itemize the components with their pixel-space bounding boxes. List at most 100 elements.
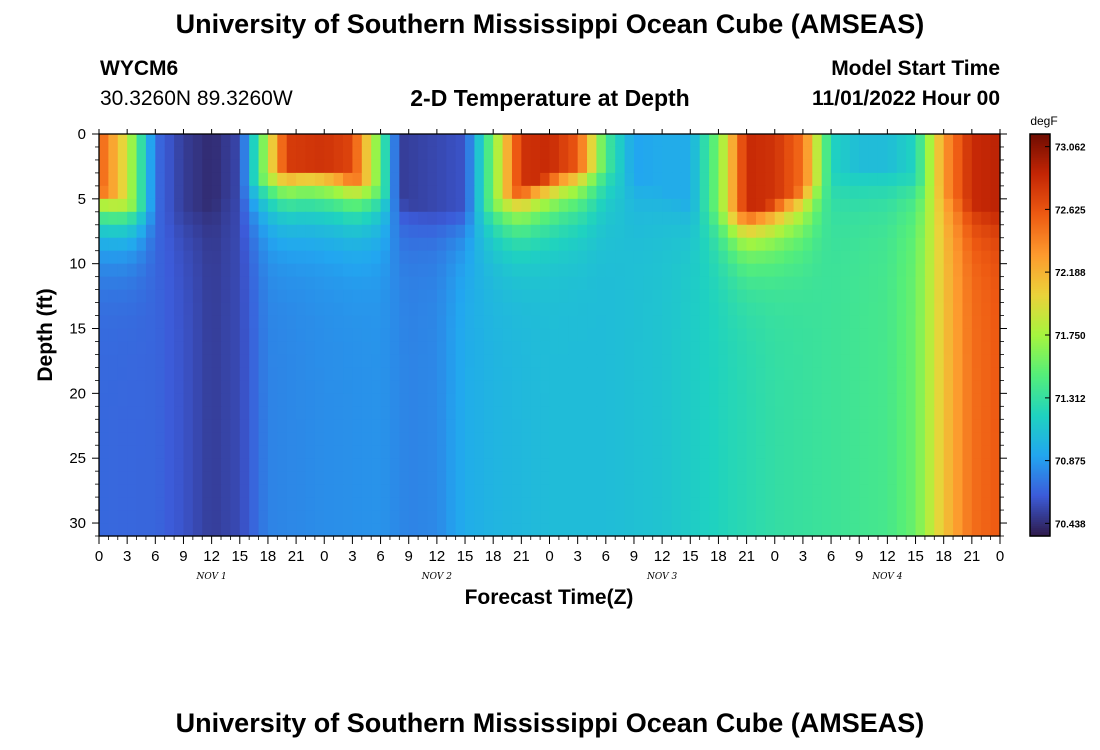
heatmap-cell [436, 328, 447, 343]
heatmap-cell [840, 224, 851, 239]
heatmap-cell [493, 185, 504, 200]
heatmap-cell [249, 146, 260, 161]
heatmap-cell [380, 172, 391, 187]
heatmap-cell [680, 250, 691, 265]
heatmap-cell [709, 523, 720, 537]
heatmap-cell [662, 224, 673, 239]
heatmap-cell [746, 289, 757, 304]
heatmap-cell [633, 263, 644, 278]
heatmap-cell [802, 341, 813, 356]
heatmap-cell [868, 510, 879, 524]
heatmap-cell [558, 211, 569, 226]
heatmap-cell [802, 237, 813, 252]
heatmap-cell [493, 458, 504, 472]
heatmap-cell [258, 211, 269, 226]
heatmap-cell [221, 198, 231, 213]
heatmap-cell [267, 146, 278, 161]
heatmap-cell [99, 289, 109, 304]
heatmap-cell [399, 458, 410, 472]
heatmap-cell [136, 419, 147, 433]
heatmap-cell [690, 419, 701, 433]
heatmap-cell [324, 380, 335, 394]
heatmap-cell [296, 419, 307, 433]
heatmap-cell [371, 419, 382, 433]
heatmap-cell [755, 224, 766, 239]
heatmap-cell [831, 367, 842, 381]
heatmap-cell [483, 289, 494, 304]
heatmap-cell [333, 523, 344, 537]
heatmap-cell [183, 159, 194, 174]
heatmap-cell [699, 237, 710, 252]
x-tick-label: 0 [996, 548, 1004, 565]
colorbar-segment [1030, 260, 1050, 264]
y-tick-label: 20 [69, 385, 86, 402]
heatmap-cell [746, 172, 757, 187]
heatmap-cell [502, 276, 513, 291]
heatmap-cell [877, 367, 888, 381]
heatmap-cell [239, 367, 250, 381]
heatmap-cell [605, 419, 616, 433]
heatmap-cell [277, 419, 288, 433]
heatmap-cell [802, 134, 813, 148]
heatmap-cell [662, 406, 673, 420]
heatmap-cell [465, 250, 476, 265]
heatmap-cell [821, 315, 832, 330]
heatmap-cell [596, 393, 607, 407]
heatmap-cell [765, 497, 776, 511]
heatmap-cell [727, 484, 738, 498]
heatmap-cell [793, 393, 804, 407]
heatmap-cell [718, 302, 729, 317]
heatmap-cell [211, 146, 222, 161]
heatmap-cell [249, 172, 260, 187]
heatmap-cell [690, 263, 701, 278]
heatmap-cell [305, 146, 316, 161]
heatmap-cell [990, 445, 1001, 459]
heatmap-cell [436, 159, 447, 174]
heatmap-cell [155, 445, 166, 459]
heatmap-cell [221, 159, 231, 174]
heatmap-cell [174, 406, 185, 420]
heatmap-cell [831, 484, 842, 498]
heatmap-cell [408, 224, 419, 239]
heatmap-cell [117, 484, 128, 498]
heatmap-cell [831, 134, 842, 148]
heatmap-cell [333, 172, 344, 187]
heatmap-cell [615, 458, 626, 472]
heatmap-cell [521, 185, 532, 200]
colorbar-segment [1030, 357, 1050, 360]
heatmap-cell [727, 263, 738, 278]
colorbar-segment [1030, 256, 1050, 260]
heatmap-cell [230, 289, 241, 304]
heatmap-cell [877, 198, 888, 213]
heatmap-cell [633, 367, 644, 381]
heatmap-cell [540, 159, 551, 174]
heatmap-cell [802, 146, 813, 161]
heatmap-cell [774, 185, 785, 200]
heatmap-cell [558, 367, 569, 381]
heatmap-cell [483, 471, 494, 485]
heatmap-cell [737, 237, 748, 252]
heatmap-cell [211, 250, 222, 265]
heatmap-cell [324, 185, 335, 200]
heatmap-cell [755, 211, 766, 226]
heatmap-cell [455, 276, 466, 291]
heatmap-cell [371, 497, 382, 511]
heatmap-cell [577, 328, 588, 343]
heatmap-cell [605, 276, 616, 291]
heatmap-cell [737, 263, 748, 278]
heatmap-cell [774, 458, 785, 472]
heatmap-cell [530, 484, 541, 498]
heatmap-cell [671, 315, 682, 330]
heatmap-cell [117, 250, 128, 265]
heatmap-cell [521, 315, 532, 330]
heatmap-cell [249, 134, 260, 148]
heatmap-cell [465, 367, 476, 381]
heatmap-cell [99, 432, 109, 446]
heatmap-cell [455, 198, 466, 213]
heatmap-cell [399, 276, 410, 291]
heatmap-cell [408, 380, 419, 394]
heatmap-cell [174, 354, 185, 369]
heatmap-cell [502, 211, 513, 226]
heatmap-cell [680, 328, 691, 343]
heatmap-cell [765, 328, 776, 343]
